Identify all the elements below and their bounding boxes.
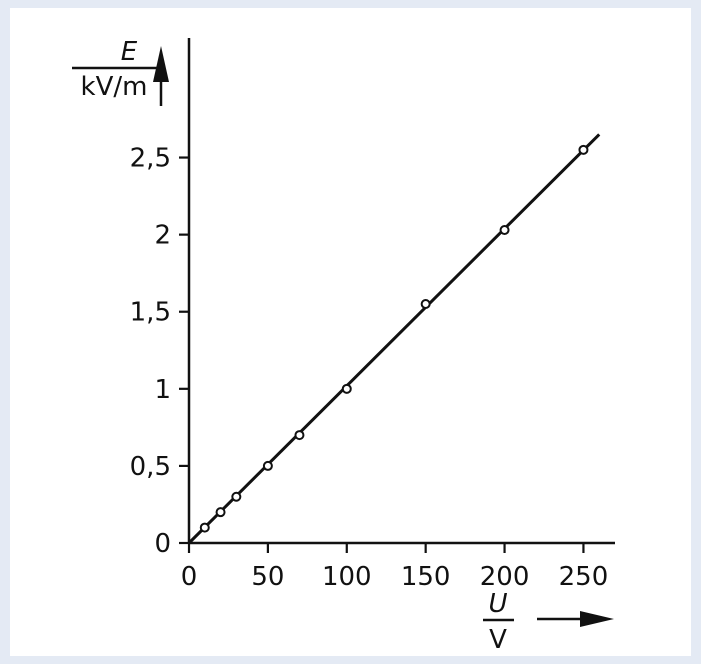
- data-point: [231, 491, 242, 502]
- y-tick-label: 0: [154, 529, 171, 559]
- y-tick-label: 1: [154, 375, 171, 405]
- y-axis-arrowhead: [153, 46, 169, 82]
- y-axis-symbol: E: [121, 37, 138, 67]
- y-tick-label: 2,5: [130, 144, 171, 174]
- y-tick-label: 0,5: [130, 452, 171, 482]
- x-axis-arrowhead: [580, 611, 614, 627]
- axes: [187, 38, 615, 545]
- fit-line: [187, 133, 601, 545]
- x-tick-label: 50: [251, 562, 284, 592]
- x-tick-label: 250: [559, 562, 609, 592]
- data-points: [199, 144, 589, 533]
- data-point: [578, 144, 589, 155]
- data-point: [294, 430, 305, 441]
- x-tick-label: 200: [480, 562, 530, 592]
- data-point: [199, 522, 210, 533]
- data-point: [341, 383, 352, 394]
- ticks: 0 0,5 1 1,5 2 2,5 0 50 100 150 200 250: [130, 144, 609, 592]
- x-tick-label: 150: [401, 562, 451, 592]
- data-point: [420, 299, 431, 310]
- y-tick-label: 1,5: [130, 298, 171, 328]
- axis-arrows: [153, 46, 614, 627]
- data-point: [215, 507, 226, 518]
- chart-svg: 0 0,5 1 1,5 2 2,5 0 50 100 150 200 250 E kV/m U V: [72, 37, 615, 655]
- y-axis-unit: kV/m: [81, 72, 148, 102]
- y-tick-label: 2: [154, 221, 171, 251]
- x-tick-label: 0: [181, 562, 198, 592]
- x-tick-label: 100: [322, 562, 372, 592]
- fit-line-group: [187, 133, 601, 545]
- data-point: [262, 460, 273, 471]
- axis-labels: E kV/m U V: [72, 37, 514, 655]
- x-axis-unit: V: [489, 625, 507, 655]
- chart-panel: 0 0,5 1 1,5 2 2,5 0 50 100 150 200 250 E kV/m U V: [10, 8, 691, 656]
- x-axis-symbol: U: [488, 589, 507, 619]
- data-point: [499, 225, 510, 236]
